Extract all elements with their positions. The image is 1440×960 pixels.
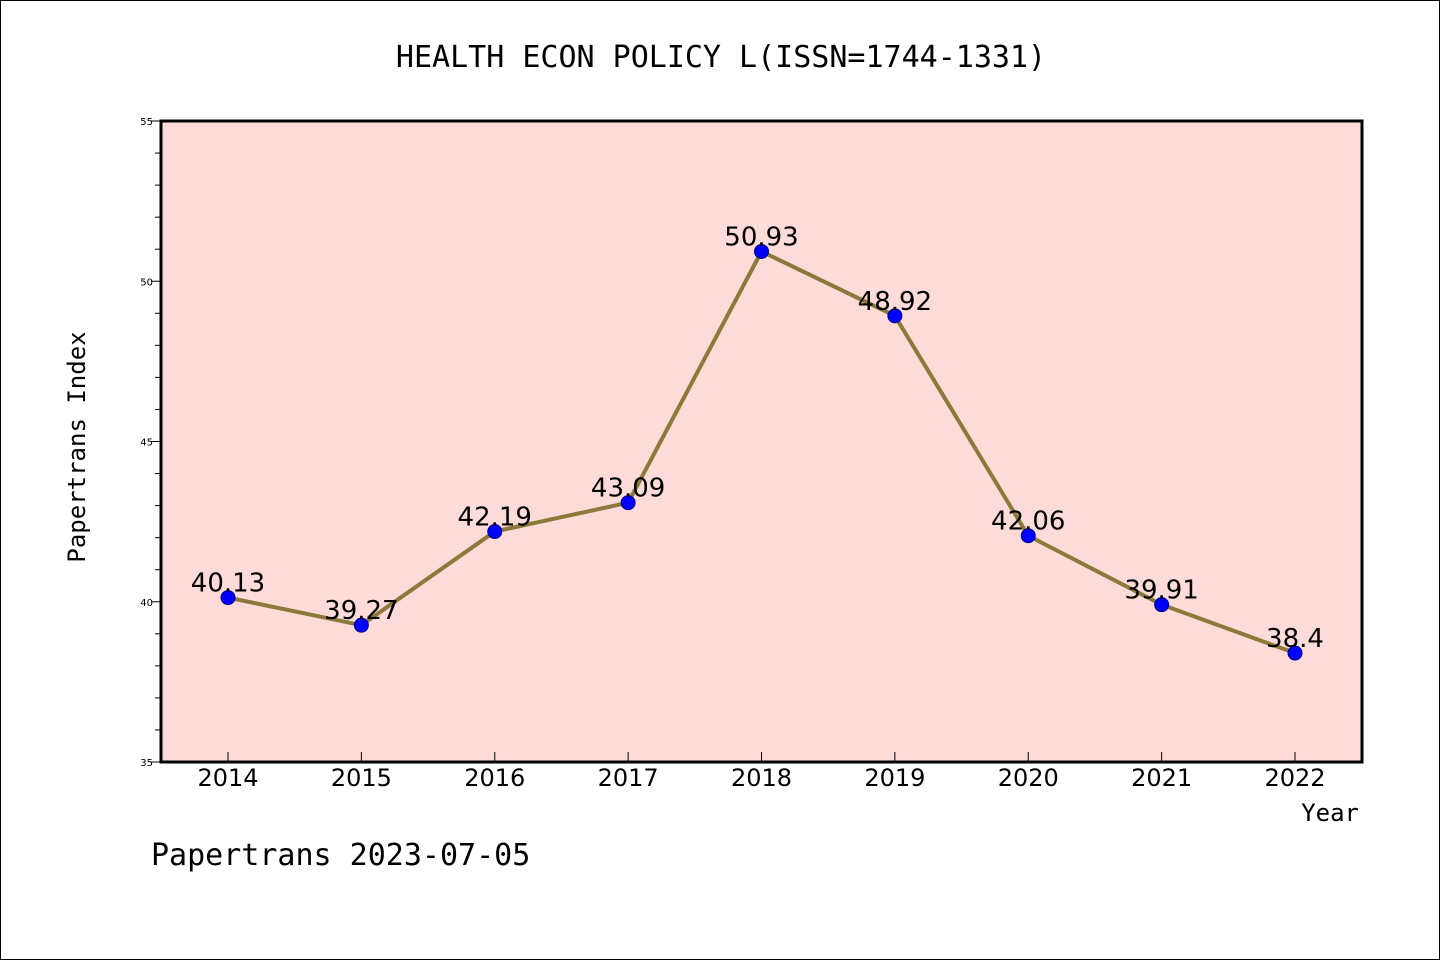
y-tick-label: 40 bbox=[140, 598, 153, 609]
x-tick-label: 2017 bbox=[598, 764, 659, 792]
data-point bbox=[1154, 597, 1170, 613]
y-axis: 35 40 45 50 55 bbox=[140, 117, 161, 769]
data-point bbox=[620, 495, 636, 511]
data-label: 42.06 bbox=[991, 507, 1065, 537]
chart-title: HEALTH ECON POLICY L(ISSN=1744-1331) bbox=[396, 40, 1046, 75]
data-point bbox=[487, 524, 503, 540]
data-label: 39.27 bbox=[324, 596, 398, 626]
data-point bbox=[220, 590, 236, 606]
y-tick-label: 50 bbox=[140, 277, 153, 288]
x-tick-label: 2015 bbox=[331, 764, 392, 792]
data-point bbox=[353, 617, 369, 633]
data-point bbox=[1020, 528, 1036, 544]
data-label: 48.92 bbox=[858, 287, 932, 317]
x-tick-label: 2020 bbox=[998, 764, 1059, 792]
y-tick-label: 35 bbox=[140, 758, 153, 769]
y-tick-label: 45 bbox=[140, 438, 153, 449]
plot-area bbox=[159, 119, 1364, 764]
x-axis: 2014 2015 2016 2017 2018 2019 2020 2021 2022 bbox=[197, 752, 1326, 792]
data-point bbox=[1287, 645, 1303, 661]
x-tick-label: 2018 bbox=[731, 764, 792, 792]
data-point bbox=[754, 243, 769, 259]
y-tick-label: 55 bbox=[140, 117, 153, 128]
x-tick-label: 2021 bbox=[1131, 764, 1192, 792]
data-point bbox=[887, 308, 903, 324]
data-label: 43.09 bbox=[591, 474, 665, 504]
data-label: 39.91 bbox=[1124, 576, 1198, 606]
x-axis-title: Year bbox=[1301, 799, 1359, 827]
data-label: 38.4 bbox=[1266, 624, 1324, 654]
y-axis-title: Papertrans Index bbox=[63, 331, 91, 562]
series-group bbox=[220, 243, 1303, 661]
x-tick-label: 2014 bbox=[197, 764, 258, 792]
x-tick-label: 2022 bbox=[1264, 764, 1325, 792]
x-tick-label: 2019 bbox=[864, 764, 925, 792]
footer-date-stamp: Papertrans 2023-07-05 bbox=[151, 838, 530, 873]
data-label: 40.13 bbox=[191, 569, 265, 599]
data-label: 42.19 bbox=[458, 503, 532, 533]
x-tick-label: 2016 bbox=[464, 764, 525, 792]
data-labels: 40.13 39.27 42.19 43.09 50.93 48.92 42.06 39.91… bbox=[191, 222, 1324, 654]
data-label: 50.93 bbox=[724, 222, 798, 252]
